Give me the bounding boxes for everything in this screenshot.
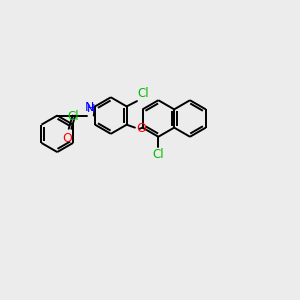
Text: Cl: Cl [152, 148, 164, 161]
Text: O: O [63, 132, 73, 145]
Text: O: O [137, 122, 146, 135]
Text: N: N [84, 101, 94, 114]
Text: Cl: Cl [67, 110, 79, 123]
Text: H: H [87, 104, 96, 114]
Text: Cl: Cl [137, 87, 148, 100]
